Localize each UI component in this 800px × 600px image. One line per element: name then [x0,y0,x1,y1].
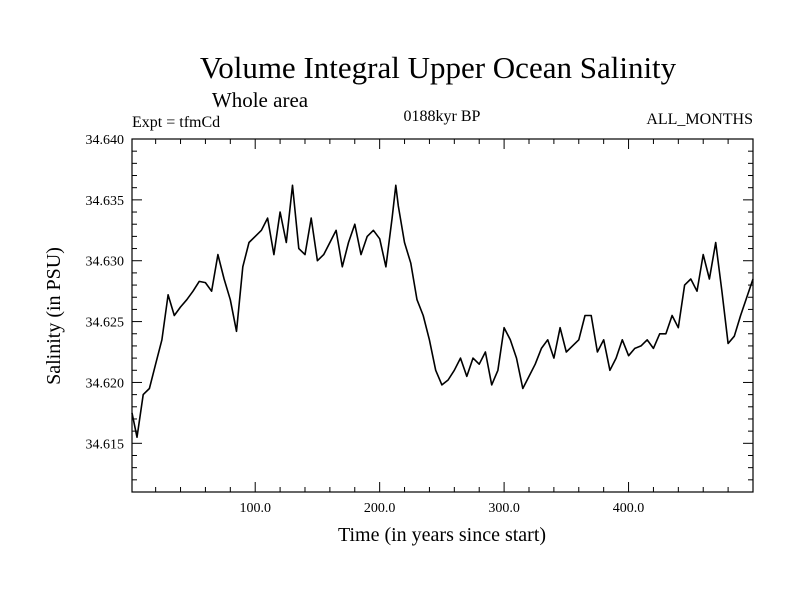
period-label: 0188kyr BP [404,108,481,125]
y-tick-label: 34.615 [86,437,125,452]
x-axis-label: Time (in years since start) [338,524,546,546]
x-tick-label: 300.0 [488,501,520,516]
x-tick-label: 100.0 [239,501,271,516]
salinity-series-line [131,184,754,438]
y-axis-label: Salinity (in PSU) [43,247,65,385]
axis-ticks: 100.0 200.0 300.0 400.0 34.615 34.620 34.625 34… [86,133,753,516]
y-tick-label: 34.625 [86,316,125,331]
x-tick-label: 400.0 [613,501,645,516]
y-tick-label: 34.620 [86,376,125,391]
chart-subtitle: Whole area [212,88,309,112]
x-tick-label: 200.0 [364,501,396,516]
months-label: ALL_MONTHS [646,111,753,128]
y-tick-label: 34.630 [86,255,125,270]
plot-frame [131,138,754,493]
y-tick-label: 34.640 [86,133,125,148]
experiment-label: Expt = tfmCd [132,114,220,131]
y-tick-label: 34.635 [86,194,125,209]
chart-title: Volume Integral Upper Ocean Salinity [200,50,677,85]
